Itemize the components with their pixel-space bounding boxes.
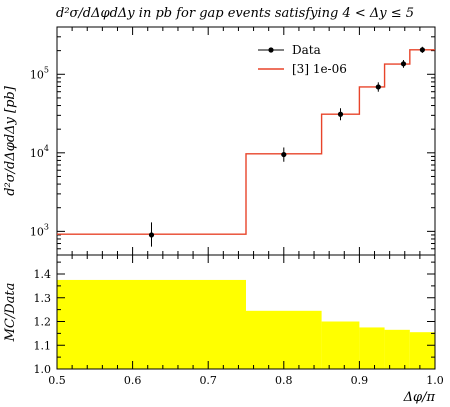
- ratio-y-ticks: 1.0 1.1 1.2 1.3 1.4: [34, 261, 435, 376]
- main-y-tick-label: 103: [30, 222, 49, 238]
- ratio-x-tick-label: 0.9: [351, 374, 369, 387]
- ratio-x-tick-label: 0.7: [199, 374, 217, 387]
- main-y-tick-label: 105: [30, 65, 49, 81]
- ratio-plot-panel: 1.0 1.1 1.2 1.3 1.4 0.5 0.6 0.7 0.8 0.9 1.0 MC/Da…: [3, 254, 444, 405]
- ratio-y-axis-label: MC/Data: [3, 283, 18, 343]
- ratio-y-tick-label: 1.0: [34, 363, 52, 376]
- ratio-band-bin: [321, 321, 360, 369]
- ratio-band-bin: [409, 332, 435, 369]
- ratio-y-tick-label: 1.2: [34, 316, 52, 329]
- ratio-band-bin: [359, 327, 385, 369]
- ratio-band-bin: [384, 329, 410, 369]
- data-point: [148, 232, 155, 238]
- data-point: [400, 61, 407, 67]
- legend-data-label: Data: [292, 43, 321, 57]
- ratio-y-tick-label: 1.1: [34, 339, 52, 352]
- chart-title: d²σ/dΔφdΔy in pb for gap events satisfyi…: [56, 6, 414, 21]
- data-points: [148, 46, 425, 247]
- data-point: [375, 84, 381, 90]
- legend: Data [3] 1e-06: [258, 43, 347, 76]
- mc-step-line: [57, 49, 435, 235]
- ratio-plot-frame: [56, 254, 436, 370]
- ratio-y-tick-label: 1.3: [34, 292, 52, 305]
- ratio-band-bin: [246, 310, 322, 369]
- data-point: [419, 47, 425, 53]
- main-y-axis-label: d²σ/dΔφdΔy [pb]: [3, 85, 18, 196]
- legend-data-marker: [268, 47, 274, 53]
- legend-mc-label: [3] 1e-06: [292, 62, 347, 76]
- data-point: [281, 151, 287, 158]
- ratio-band: [57, 279, 435, 369]
- ratio-x-ticks: 0.5 0.6 0.7 0.8 0.9 1.0: [48, 255, 444, 387]
- x-axis-label: Δφ/π: [403, 390, 436, 405]
- data-point: [337, 111, 344, 117]
- ratio-band-bin: [57, 279, 246, 369]
- main-y-tick-label: 104: [30, 144, 49, 160]
- main-y-ticks: 103 104 105: [30, 26, 436, 256]
- mc-step-path: [57, 49, 435, 235]
- ratio-x-tick-label: 0.6: [124, 374, 142, 387]
- main-plot-panel: 103 104 105 Data [3] 1e-06 d²σ/dΔφdΔy [pb]: [3, 26, 436, 256]
- ratio-x-tick-label: 1.0: [426, 374, 444, 387]
- ratio-x-tick-label: 0.8: [275, 374, 293, 387]
- ratio-x-tick-label: 0.5: [48, 374, 66, 387]
- ratio-y-tick-label: 1.4: [34, 268, 52, 281]
